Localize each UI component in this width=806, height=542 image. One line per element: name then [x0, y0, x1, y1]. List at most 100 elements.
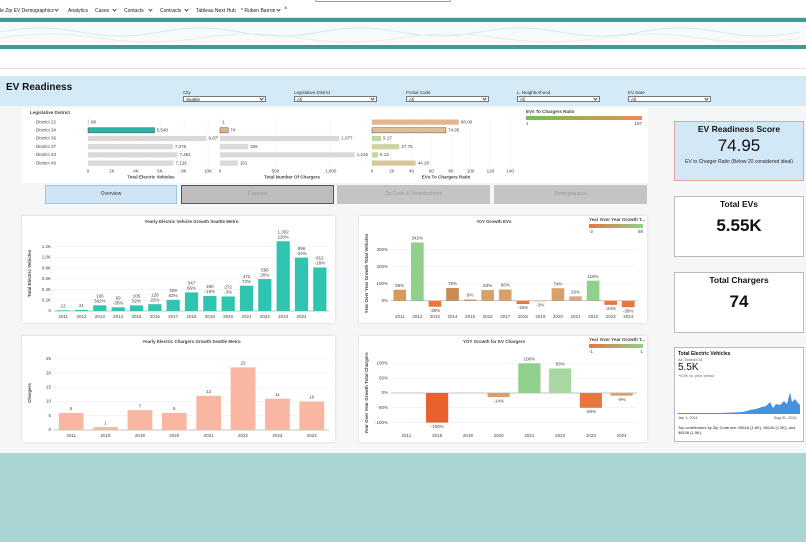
bar	[313, 267, 327, 311]
growth-label: -19%	[205, 289, 216, 294]
insight-start: Jan 1, 2011	[678, 416, 698, 420]
chart-card	[359, 216, 647, 323]
band-fill	[0, 22, 806, 45]
y-tick-label: -50%	[377, 405, 388, 410]
x-tick-label: 2016	[483, 314, 494, 319]
x-tick-label: 2021	[524, 433, 535, 438]
bar	[372, 119, 459, 125]
y-axis-label: Year Over Year Growth Total Chargers	[364, 352, 369, 434]
value-label: 7,076	[175, 144, 187, 149]
value-label: -38%	[623, 308, 634, 313]
value-label: 118%	[587, 274, 598, 279]
value-label: 209	[169, 288, 177, 293]
growth-label: 118%	[278, 234, 289, 239]
y-tick-label: 50%	[379, 375, 388, 380]
filter-select[interactable]: All	[517, 95, 600, 102]
bar	[88, 135, 207, 142]
value-label: 8%	[467, 293, 474, 298]
bar	[610, 393, 633, 396]
search-box[interactable]	[315, 0, 451, 2]
bar	[372, 135, 382, 142]
bar	[88, 144, 173, 150]
close-icon[interactable]: ×	[284, 6, 288, 12]
x-tick-label: 2020	[223, 314, 234, 319]
legend-tick: -2	[589, 229, 593, 234]
tab[interactable]: Forecast	[181, 185, 334, 204]
bar	[258, 279, 272, 311]
nav-tab[interactable]: Contracts	[160, 8, 182, 14]
value-label: -50%	[586, 409, 597, 414]
bar	[161, 412, 187, 430]
tab[interactable]: Demographics	[494, 185, 647, 204]
footer-band	[0, 453, 806, 542]
filter-label: City	[183, 90, 191, 95]
y-tick-label: 100%	[376, 361, 388, 366]
legend-title: Year Over Year Growth T...	[589, 217, 645, 222]
x-tick-label: 2016	[150, 314, 161, 319]
tab[interactable]: Zip Code & Neighborhood	[337, 185, 490, 204]
value-label: 10	[309, 395, 315, 400]
value-label: -3%	[536, 302, 544, 307]
y-tick-label: 100%	[376, 281, 388, 286]
kpi-caption: EV to Charger Ratio (Below 20 considered…	[685, 159, 793, 165]
legend-title: EVs To Chargers Ratio	[526, 109, 575, 114]
bar	[516, 300, 530, 305]
nav-tab[interactable]: Cases	[95, 8, 110, 14]
tab[interactable]: Overview	[45, 185, 177, 204]
bar	[586, 280, 600, 301]
insight-value: 5.5K	[678, 362, 699, 373]
value-label: 74	[230, 127, 236, 132]
y-tick-label: 10	[46, 399, 52, 404]
sparkline	[678, 392, 800, 414]
category-label: District 36	[36, 136, 57, 141]
x-tick-label: 2012	[76, 314, 87, 319]
value-label: 1,302	[278, 229, 290, 234]
nav-tab[interactable]: le Zip EV Demographics	[0, 8, 54, 14]
value-label: 65%	[395, 283, 404, 288]
x-tick-label: 2013	[430, 314, 441, 319]
kpi-card	[674, 121, 804, 181]
bar	[428, 300, 442, 307]
bar	[393, 289, 407, 301]
nav-tab[interactable]: Contacts	[124, 8, 144, 14]
kpi-title: Total Chargers	[709, 275, 769, 285]
growth-label: 26%	[260, 272, 269, 277]
x-tick-label: 2015	[131, 314, 142, 319]
value-label: 26%	[571, 290, 580, 295]
x-tick-label: 2022	[238, 433, 249, 438]
filter-select[interactable]: All	[628, 95, 711, 102]
x-tick-label: 100	[467, 168, 475, 173]
nav-tab[interactable]: Analytics	[68, 8, 89, 14]
value-label: -9%	[618, 397, 626, 402]
y-tick-label: 20	[46, 370, 52, 375]
chart-title: YOY Growth for EV Chargers	[463, 339, 525, 344]
x-tick-label: 2022	[588, 314, 599, 319]
filter-select[interactable]: Seattle	[183, 95, 266, 102]
x-tick-label: 2015	[465, 314, 476, 319]
bar	[579, 393, 602, 408]
x-tick-label: 2022	[260, 314, 271, 319]
y-tick-label: 0.2K	[42, 297, 51, 302]
value-label: 347	[188, 281, 196, 286]
x-tick-label: 120	[487, 168, 495, 173]
insight-summary: Top contributors by Zip Code are: 98116 …	[678, 425, 796, 435]
insight-title: Total Electric Vehicles	[678, 351, 731, 357]
nav-tab[interactable]: * Ruben Barron	[241, 8, 276, 14]
filter-select[interactable]: All	[294, 95, 377, 102]
value-label: -14%	[493, 398, 504, 403]
growth-label: 63%	[169, 293, 178, 298]
bar	[196, 395, 222, 430]
growth-label: -3%	[224, 290, 232, 295]
bar	[88, 160, 174, 166]
value-label: 596	[261, 267, 269, 272]
x-tick-label: 80	[448, 168, 454, 173]
value-label: -19%	[518, 305, 529, 310]
bar	[411, 242, 424, 301]
value-label: 280	[206, 284, 214, 289]
filter-select[interactable]: All	[406, 95, 489, 102]
chart-title: Yearly Electric Vehicle Growth Seattle M…	[144, 219, 238, 224]
bar	[487, 393, 510, 398]
y-tick-label: 0	[48, 308, 51, 313]
nav-tab[interactable]: Tableau Next Hub	[196, 8, 236, 14]
dashboard-header	[0, 76, 806, 106]
